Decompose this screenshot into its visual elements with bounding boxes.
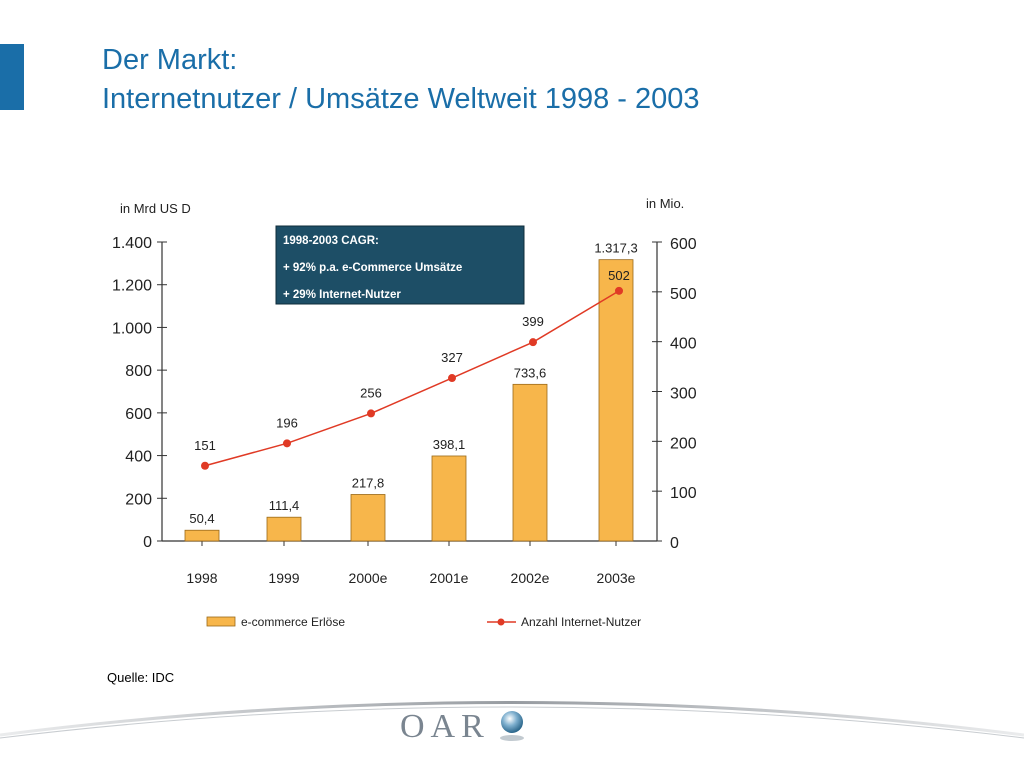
left-axis-tick-label: 600 <box>125 406 152 423</box>
line-data-label: 502 <box>608 268 630 283</box>
line-point <box>529 338 537 347</box>
line-data-label: 151 <box>194 438 216 453</box>
left-axis-tick-label: 400 <box>125 449 152 466</box>
cagr-annotation-line: + 29% Internet-Nutzer <box>283 289 401 301</box>
line-point <box>283 439 291 448</box>
right-axis-tick-label: 0 <box>670 535 679 552</box>
line-data-label: 196 <box>276 415 298 430</box>
legend-label: e-commerce Erlöse <box>241 615 345 629</box>
source-note: Quelle: IDC <box>107 670 175 685</box>
line-data-label: 256 <box>360 385 382 400</box>
right-axis-tick-label: 500 <box>670 286 697 303</box>
cagr-annotation-line: 1998-2003 CAGR: <box>283 235 379 247</box>
x-axis-tick-label: 1999 <box>268 570 299 586</box>
right-axis-tick-label: 200 <box>670 435 697 452</box>
line-point <box>448 374 456 383</box>
right-axis-tick-label: 100 <box>670 485 697 502</box>
series-line <box>204 290 620 467</box>
line-point <box>615 286 623 295</box>
bar-data-label: 111,4 <box>269 498 300 513</box>
right-axis-label: in Mio. <box>646 196 684 211</box>
page-title-line-1: Der Markt: <box>102 44 238 76</box>
legend-swatch-point <box>497 618 505 626</box>
line-data-label: 327 <box>441 350 463 365</box>
x-axis-tick-label: 2001e <box>430 570 469 586</box>
bar-data-label: 50,4 <box>189 511 214 526</box>
bar <box>350 494 386 542</box>
bar <box>184 529 220 542</box>
page-title-line-2: Internetnutzer / Umsätze Weltweit 1998 -… <box>102 83 700 115</box>
x-axis-tick-label: 2000e <box>349 570 388 586</box>
right-axis-tick-label: 600 <box>670 236 697 253</box>
left-axis-tick-label: 1.000 <box>112 320 152 337</box>
cagr-annotation-line: + 92% p.a. e-Commerce Umsätze <box>283 262 462 274</box>
left-axis-tick-label: 1.400 <box>112 235 152 252</box>
line-point <box>367 409 375 418</box>
line-point <box>201 461 209 470</box>
legend-label: Anzahl Internet-Nutzer <box>521 615 641 629</box>
bar-data-label: 733,6 <box>514 365 547 380</box>
left-axis-tick-label: 0 <box>143 534 152 551</box>
left-axis-tick-label: 1.200 <box>112 278 152 295</box>
x-axis-tick-label: 2002e <box>511 570 550 586</box>
bar <box>431 455 467 542</box>
right-axis-tick-label: 300 <box>670 386 697 403</box>
bar <box>512 383 548 542</box>
x-axis-tick-label: 2003e <box>597 570 636 586</box>
logo: OAR <box>400 708 490 745</box>
right-axis-tick-label: 400 <box>670 336 697 353</box>
cagr-annotation-box <box>275 225 525 305</box>
line-data-label: 399 <box>522 314 544 329</box>
left-axis-label: in Mrd US D <box>120 201 191 216</box>
x-axis-tick-label: 1998 <box>186 570 217 586</box>
bar-data-label: 217,8 <box>352 475 385 490</box>
left-axis-tick-label: 200 <box>125 491 152 508</box>
bar-data-label: 398,1 <box>433 437 466 452</box>
accent-bar <box>0 44 24 110</box>
bar <box>266 516 302 542</box>
legend-swatch-bar <box>206 616 236 627</box>
left-axis-tick-label: 800 <box>125 363 152 380</box>
bar <box>598 259 634 542</box>
bar-data-label: 1.317,3 <box>594 241 637 256</box>
